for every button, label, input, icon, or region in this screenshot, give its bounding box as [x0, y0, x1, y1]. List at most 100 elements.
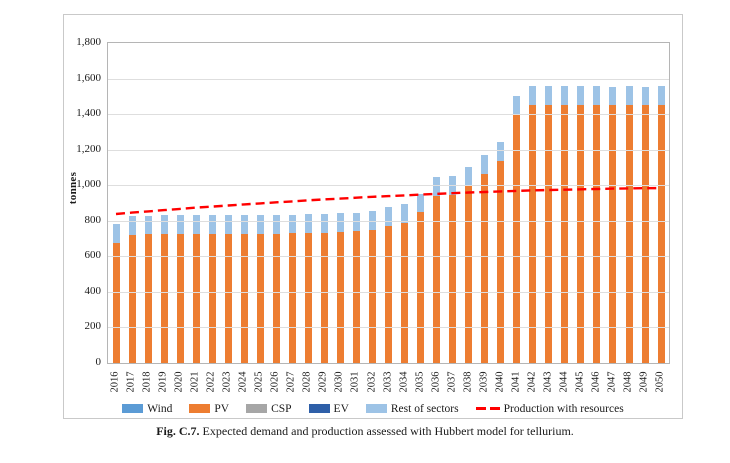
x-tick-label: 2032 [366, 371, 378, 393]
stacked-bar [160, 43, 168, 363]
bar-segment-pv [449, 194, 457, 363]
bar-segment-rest-of-sectors [320, 213, 328, 233]
x-tick: 2018 [139, 365, 155, 399]
bar-segment-pv [577, 104, 585, 363]
stacked-bar [272, 43, 280, 363]
x-tick: 2035 [412, 365, 428, 399]
gridline [108, 78, 669, 80]
bar-segment-pv [288, 233, 296, 363]
x-tick-label: 2019 [157, 371, 169, 393]
bar-2027 [284, 43, 300, 363]
x-tick: 2021 [187, 365, 203, 399]
bar-segment-pv [320, 232, 328, 363]
stacked-bar [465, 43, 473, 363]
bar-segment-rest-of-sectors [481, 154, 489, 174]
x-tick: 2042 [524, 365, 540, 399]
x-tick: 2037 [444, 365, 460, 399]
x-tick-label: 2025 [253, 371, 265, 393]
stacked-bar [529, 43, 537, 363]
bar-segment-rest-of-sectors [641, 86, 649, 106]
bar-segment-pv [657, 104, 665, 363]
x-tick-label: 2034 [398, 371, 410, 393]
stacked-bar [240, 43, 248, 363]
stacked-bar [144, 43, 152, 363]
gridline [108, 291, 669, 293]
bar-2036 [429, 43, 445, 363]
x-tick-label: 2050 [654, 371, 666, 393]
bar-segment-pv [545, 104, 553, 363]
x-tick: 2039 [476, 365, 492, 399]
bar-segment-pv [336, 231, 344, 363]
bar-segment-pv [513, 114, 521, 363]
y-tick-label: 0 [95, 356, 102, 368]
bar-2039 [477, 43, 493, 363]
bar-2032 [365, 43, 381, 363]
x-tick-label: 2042 [526, 371, 538, 393]
bar-segment-pv [256, 233, 264, 363]
bar-2044 [557, 43, 573, 363]
stacked-bar [192, 43, 200, 363]
legend-item-pv: PV [189, 403, 229, 415]
legend-item-csp: CSP [246, 403, 292, 415]
x-tick: 2030 [331, 365, 347, 399]
x-tick: 2031 [347, 365, 363, 399]
bar-segment-rest-of-sectors [192, 215, 200, 235]
x-tick: 2016 [107, 365, 123, 399]
x-tick: 2027 [283, 365, 299, 399]
bar-2025 [252, 43, 268, 363]
bar-2018 [140, 43, 156, 363]
bar-2033 [381, 43, 397, 363]
x-tick-label: 2033 [382, 371, 394, 393]
chart-legend: Wind PV CSP EV Rest of sectors Production wit… [64, 401, 682, 416]
bar-2030 [332, 43, 348, 363]
bar-segment-rest-of-sectors [577, 86, 585, 105]
bar-segment-rest-of-sectors [417, 193, 425, 213]
bar-2016 [108, 43, 124, 363]
x-tick-label: 2047 [606, 371, 618, 393]
x-tick: 2036 [428, 365, 444, 399]
y-tick-label: 1,600 [76, 71, 101, 84]
stacked-bar [593, 43, 601, 363]
x-tick-label: 2038 [462, 371, 474, 393]
stacked-bar [352, 43, 360, 363]
bar-segment-pv [593, 104, 601, 363]
x-tick-label: 2036 [430, 371, 442, 393]
x-tick-label: 2049 [638, 371, 650, 393]
stacked-bar [609, 43, 617, 363]
gridline [108, 220, 669, 222]
stacked-bar [304, 43, 312, 363]
gridline [108, 256, 669, 258]
bar-segment-rest-of-sectors [401, 204, 409, 223]
stacked-bar [176, 43, 184, 363]
legend-swatch-ev [308, 404, 330, 413]
bar-segment-rest-of-sectors [240, 215, 248, 234]
stacked-bar [641, 43, 649, 363]
bar-segment-rest-of-sectors [272, 214, 280, 234]
production-line-layer [115, 186, 662, 216]
legend-item-rest-of-sectors: Rest of sectors [365, 403, 459, 415]
bar-2049 [637, 43, 653, 363]
bar-2035 [413, 43, 429, 363]
bar-segment-rest-of-sectors [625, 86, 633, 105]
x-tick: 2044 [556, 365, 572, 399]
bar-segment-rest-of-sectors [369, 211, 377, 230]
bar-2043 [541, 43, 557, 363]
legend-dash [489, 407, 500, 410]
bar-2042 [525, 43, 541, 363]
x-tick: 2041 [508, 365, 524, 399]
x-tick: 2049 [636, 365, 652, 399]
legend-label: PV [214, 402, 230, 415]
bar-segment-pv [433, 195, 441, 363]
stacked-bar [545, 43, 553, 363]
stacked-bar [561, 43, 569, 363]
gridline [108, 327, 669, 329]
bar-2040 [493, 43, 509, 363]
bar-2028 [300, 43, 316, 363]
x-tick: 2028 [299, 365, 315, 399]
x-tick: 2038 [460, 365, 476, 399]
stacked-bar [288, 43, 296, 363]
stacked-bar [224, 43, 232, 363]
x-tick-label: 2035 [414, 371, 426, 393]
bar-segment-pv [160, 234, 168, 363]
bar-segment-pv [352, 231, 360, 363]
